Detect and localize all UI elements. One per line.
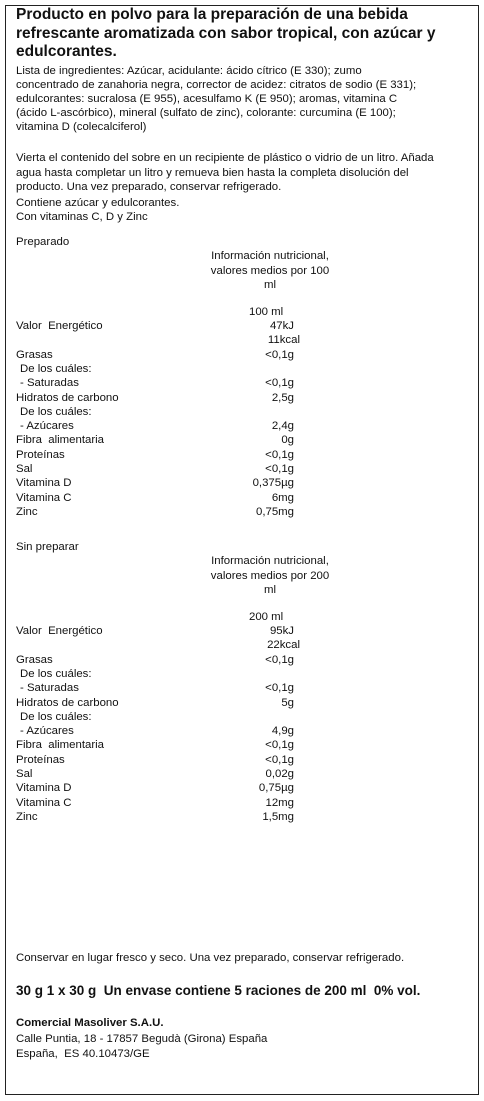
- nutrient-value: 11kcal: [267, 334, 300, 347]
- nutrient-value: 12mg: [265, 796, 295, 809]
- column-header: 200 ml: [249, 611, 284, 623]
- nutrient-name: Vitamina C: [16, 491, 72, 504]
- nutrient-value: 0,02g: [265, 768, 294, 780]
- nutrient-value: 5g: [281, 696, 294, 709]
- nutrient-name: Sal: [16, 463, 33, 475]
- nutrient-value: 0,75µg: [258, 782, 294, 795]
- nutrient-name: Valor Energético: [16, 625, 103, 637]
- nutrient-value: <0,1g: [265, 753, 294, 766]
- storage-note: Conservar en lugar fresco y seco. Una ve…: [16, 952, 405, 964]
- company-address: España, ES 40.10473/GE: [16, 1048, 150, 1060]
- nutrient-value: <0,1g: [265, 682, 294, 695]
- nutrient-name: Hidratos de carbono: [16, 696, 119, 709]
- nutrient-name: - Azúcares: [20, 420, 74, 433]
- nutrient-name: Sal: [16, 768, 33, 780]
- nutrient-name: - Azúcares: [20, 725, 74, 738]
- title-line: edulcorantes.: [16, 43, 117, 60]
- company-address: Calle Puntia, 18 - 17857 Begudà (Girona)…: [16, 1033, 268, 1045]
- nutrient-name: De los cuáles:: [20, 405, 92, 418]
- nutrient-value: 22kcal: [267, 639, 300, 652]
- nutrient-name: Vitamina D: [16, 477, 72, 490]
- nutrient-name: - Saturadas: [20, 377, 79, 390]
- instructions-line: producto. Una vez preparado, conservar r…: [16, 181, 282, 193]
- nutrient-value: <0,1g: [265, 739, 294, 752]
- nutrient-name: Grasas: [16, 653, 53, 666]
- nutrient-name: De los cuáles:: [20, 710, 92, 723]
- instructions-line: agua hasta completar un litro y remueva …: [16, 166, 409, 179]
- nutrient-name: Fibra alimentaria: [16, 434, 104, 447]
- ingredients-line: concentrado de zanahoria negra, correcto…: [16, 79, 417, 92]
- table-header: Información nutricional,: [211, 555, 329, 567]
- nutrient-name: De los cuáles:: [20, 667, 92, 680]
- quantity: 30 g 1 x 30 g Un envase contiene 5 racio…: [16, 983, 421, 998]
- nutrient-name: De los cuáles:: [20, 362, 92, 375]
- nutrient-name: Hidratos de carbono: [16, 391, 119, 404]
- instructions-line: Con vitaminas C, D y Zinc: [16, 211, 148, 223]
- title-line: refrescante aromatizada con sabor tropic…: [16, 24, 436, 42]
- nutrient-value: <0,1g: [265, 377, 294, 390]
- nutrient-name: Vitamina D: [16, 782, 72, 795]
- table-header: ml: [263, 584, 277, 596]
- nutrient-name: Proteínas: [16, 753, 65, 766]
- nutrient-name: Grasas: [16, 348, 53, 361]
- instructions-line: Contiene azúcar y edulcorantes.: [16, 196, 180, 209]
- nutrient-value: 0,75mg: [256, 505, 294, 518]
- nutrient-value: 95kJ: [269, 625, 294, 637]
- nutrient-value: <0,1g: [265, 448, 294, 461]
- nutrient-value: 1,5mg: [262, 810, 294, 823]
- nutrient-name: Valor Energético: [16, 320, 103, 332]
- nutrient-value: 47kJ: [269, 320, 294, 332]
- nutrient-value: <0,1g: [265, 653, 294, 666]
- nutrient-value: 2,4g: [271, 420, 294, 433]
- ingredients-line: Lista de ingredientes: Azúcar, acidulant…: [16, 65, 362, 77]
- table-header: valores medios por 200: [210, 569, 330, 582]
- column-header: 100 ml: [249, 306, 284, 318]
- nutrient-value: 0,375µg: [252, 477, 294, 490]
- ingredients-line: edulcorantes: sucralosa (E 955), acesulf…: [16, 93, 398, 106]
- company-name: Comercial Masoliver S.A.U.: [16, 1017, 164, 1029]
- label-border: [5, 5, 479, 1095]
- ingredients-line: vitamina D (colecalciferol): [16, 121, 147, 134]
- section-label: Sin preparar: [16, 541, 79, 553]
- nutrient-value: 0g: [281, 434, 294, 447]
- table-header: Información nutricional,: [211, 250, 329, 262]
- table-header: ml: [263, 279, 277, 291]
- table-header: valores medios por 100: [210, 264, 330, 277]
- nutrient-value: 6mg: [271, 491, 294, 504]
- nutrient-name: - Saturadas: [20, 682, 79, 695]
- nutrient-value: 2,5g: [271, 391, 294, 404]
- nutrient-name: Fibra alimentaria: [16, 739, 104, 752]
- nutrient-value: 4,9g: [271, 725, 294, 738]
- nutrient-name: Proteínas: [16, 448, 65, 461]
- section-label: Preparado: [16, 236, 70, 248]
- nutrient-value: <0,1g: [265, 348, 294, 361]
- instructions-line: Vierta el contenido del sobre en un reci…: [16, 152, 434, 164]
- nutrient-name: Vitamina C: [16, 796, 72, 809]
- nutrient-name: Zinc: [16, 505, 38, 518]
- ingredients-line: (ácido L-ascórbico), mineral (sulfato de…: [16, 107, 396, 120]
- nutrient-value: <0,1g: [265, 463, 294, 475]
- nutrient-name: Zinc: [16, 810, 38, 823]
- title-line: Producto en polvo para la preparación de…: [16, 6, 408, 23]
